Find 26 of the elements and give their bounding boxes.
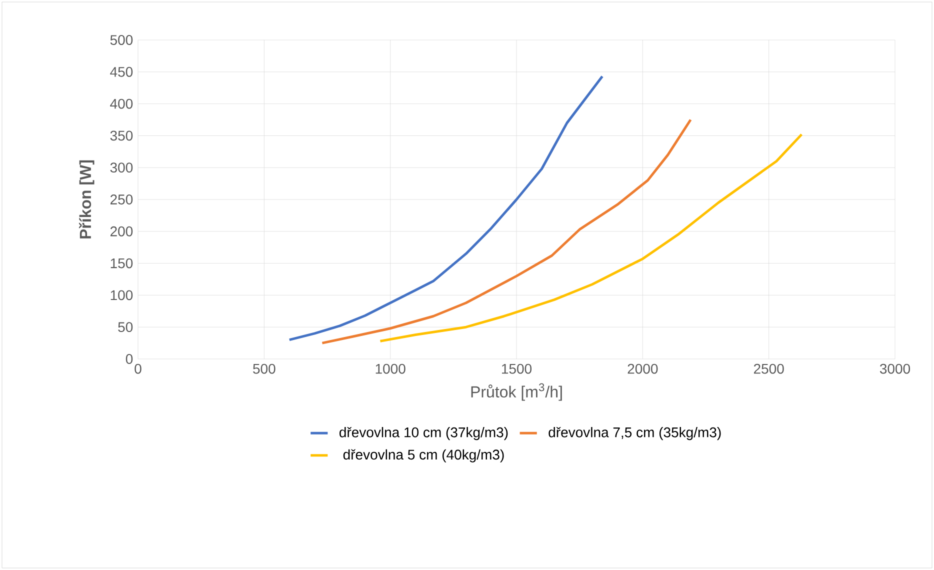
legend-label: dřevovlna 10 cm (37kg/m3) bbox=[340, 426, 508, 440]
y-tick-label: 200 bbox=[110, 226, 133, 236]
y-tick-label: 400 bbox=[110, 98, 133, 109]
y-tick-label: 50 bbox=[118, 322, 133, 332]
y-tick-label: 100 bbox=[110, 290, 133, 300]
y-tick-label: 250 bbox=[110, 194, 133, 204]
x-axis-title: Průtok [m$^{3}$/h] bbox=[471, 383, 562, 401]
legend-label: dřevovlna 7,5 cm (35kg/m3) bbox=[548, 426, 721, 440]
x-tick-label: 2000 bbox=[628, 364, 658, 374]
y-tick-label: 350 bbox=[110, 130, 133, 141]
x-tick-label: 500 bbox=[253, 364, 276, 374]
line-series bbox=[378, 133, 803, 342]
y-tick-label: 0 bbox=[126, 354, 133, 364]
y-tick-label: 450 bbox=[110, 66, 133, 77]
line-series bbox=[320, 118, 692, 344]
x-tick-label: 1500 bbox=[502, 364, 532, 374]
x-tick-label: 2500 bbox=[754, 364, 784, 374]
y-tick-label: 300 bbox=[110, 162, 133, 173]
y-tick-label: 150 bbox=[110, 258, 133, 268]
legend-label: dřevovlna 5 cm (40kg/m3) bbox=[343, 449, 504, 462]
x-tick-label: 1000 bbox=[376, 364, 406, 374]
y-axis-title: Příkon [W] bbox=[78, 160, 94, 238]
line-series bbox=[288, 75, 604, 342]
x-tick-label: 0 bbox=[134, 364, 142, 374]
y-tick-label: 500 bbox=[110, 35, 133, 45]
x-tick-label: 3000 bbox=[880, 364, 910, 374]
